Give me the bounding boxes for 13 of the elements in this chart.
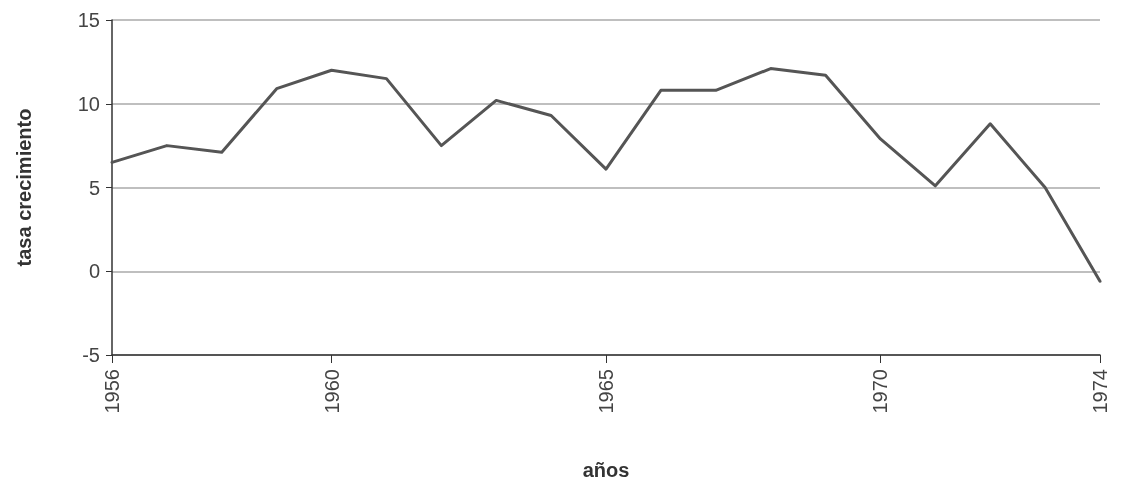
x-tick-label: 1960 <box>320 369 343 414</box>
y-tick-label: 15 <box>77 9 100 31</box>
y-tick-label: 10 <box>77 92 100 115</box>
x-tick-label: 1974 <box>1089 369 1111 414</box>
y-tick-label: 5 <box>88 176 100 199</box>
y-axis-title: tasa crecimiento <box>13 108 35 267</box>
line-series <box>110 67 1102 283</box>
x-tick-label: 1970 <box>869 369 892 414</box>
y-tick-label: -5 <box>82 344 100 366</box>
y-tick-label: 0 <box>88 260 100 283</box>
x-tick-label: 1965 <box>595 369 617 414</box>
x-tick-label: 1956 <box>101 369 123 414</box>
x-axis-title: años <box>582 459 630 481</box>
